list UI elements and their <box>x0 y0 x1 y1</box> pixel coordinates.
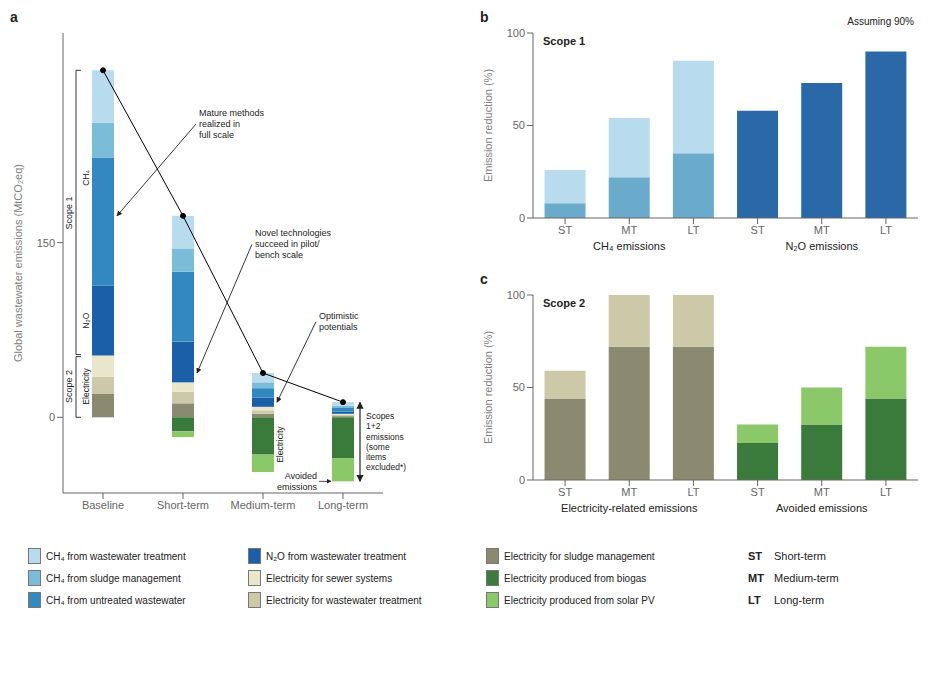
html-text:LT: LT <box>748 593 761 606</box>
html-text:Electricity for wastewater tre: Electricity for wastewater treatment <box>266 594 422 606</box>
svg-text:Scope 1: Scope 1 <box>543 35 585 47</box>
svg-text:Scopes1+2emissions(someitemsex: Scopes1+2emissions(someitemsexcluded*) <box>366 411 406 472</box>
svg-text:150: 150 <box>37 237 55 249</box>
svg-text:Electricity-related emissions: Electricity-related emissions <box>561 502 698 514</box>
html-text:CH₄ from sludge management: CH₄ from sludge management <box>46 572 181 584</box>
svg-text:0: 0 <box>519 212 525 224</box>
svg-text:Electricity: Electricity <box>275 426 285 463</box>
svg-text:Optimisticpotentials: Optimisticpotentials <box>319 311 359 332</box>
svg-text:Emission reduction (%): Emission reduction (%) <box>482 69 494 182</box>
svg-text:b: b <box>480 9 489 25</box>
html-text:CH₄ from untreated wastewater: CH₄ from untreated wastewater <box>46 594 186 606</box>
html-text:N₂O from wastewater treatment: N₂O from wastewater treatment <box>266 550 406 562</box>
svg-text:LT: LT <box>880 224 892 236</box>
svg-text:CH₄ emissions: CH₄ emissions <box>593 240 666 252</box>
svg-text:Novel technologiessucceed in p: Novel technologiessucceed in pilot/bench… <box>255 228 332 260</box>
svg-text:0: 0 <box>49 411 55 423</box>
svg-text:Medium-term: Medium-term <box>231 499 296 511</box>
svg-text:MT: MT <box>814 224 830 236</box>
html-text:Short-term: Short-term <box>774 549 826 562</box>
svg-text:MT: MT <box>814 486 830 498</box>
svg-text:Scope 2: Scope 2 <box>64 370 74 403</box>
html-text:Electricity for sludge managem: Electricity for sludge management <box>504 550 655 562</box>
svg-text:N₂O emissions: N₂O emissions <box>785 240 858 252</box>
svg-text:ST: ST <box>558 486 572 498</box>
svg-text:Long-term: Long-term <box>318 499 368 511</box>
svg-text:Avoidedemissions: Avoidedemissions <box>277 471 318 492</box>
svg-text:Mature methodsrealized infull: Mature methodsrealized infull scale <box>199 108 265 140</box>
html-text:MT: MT <box>748 571 764 584</box>
svg-text:Global wastewater emissions (M: Global wastewater emissions (MtCO₂eq) <box>12 164 24 362</box>
svg-text:Baseline: Baseline <box>82 499 124 511</box>
svg-text:ST: ST <box>558 224 572 236</box>
svg-text:0: 0 <box>519 474 525 486</box>
html-text:Electricity produced from biog: Electricity produced from biogas <box>504 572 647 584</box>
svg-text:50: 50 <box>513 119 525 131</box>
svg-text:Short-term: Short-term <box>157 499 209 511</box>
svg-text:CH₄: CH₄ <box>81 170 91 186</box>
html-text:Medium-term: Medium-term <box>774 571 839 584</box>
svg-text:Assuming 90%: Assuming 90% <box>847 16 914 27</box>
svg-text:ST: ST <box>751 224 765 236</box>
svg-text:Electricity: Electricity <box>81 368 91 405</box>
svg-text:ST: ST <box>751 486 765 498</box>
svg-text:a: a <box>10 9 18 25</box>
svg-text:Scope 2: Scope 2 <box>543 297 585 309</box>
svg-text:Emission reduction (%): Emission reduction (%) <box>482 331 494 444</box>
svg-text:100: 100 <box>507 27 525 39</box>
html-text:CH₄ from wastewater treatment: CH₄ from wastewater treatment <box>46 550 186 562</box>
html-text:ST: ST <box>748 549 763 562</box>
svg-text:MT: MT <box>621 224 637 236</box>
html-text:Electricity produced from sola: Electricity produced from solar PV <box>504 594 655 606</box>
svg-text:Scope 1: Scope 1 <box>64 196 74 229</box>
html-text:Electricity for sewer systems: Electricity for sewer systems <box>266 572 393 584</box>
svg-text:LT: LT <box>687 486 699 498</box>
html-text:Long-term: Long-term <box>774 593 825 606</box>
svg-text:LT: LT <box>880 486 892 498</box>
svg-text:Avoided emissions: Avoided emissions <box>776 502 868 514</box>
svg-text:100: 100 <box>507 289 525 301</box>
svg-text:N₂O: N₂O <box>81 312 91 328</box>
svg-text:MT: MT <box>621 486 637 498</box>
svg-text:c: c <box>480 271 488 287</box>
svg-text:50: 50 <box>513 381 525 393</box>
svg-text:LT: LT <box>687 224 699 236</box>
